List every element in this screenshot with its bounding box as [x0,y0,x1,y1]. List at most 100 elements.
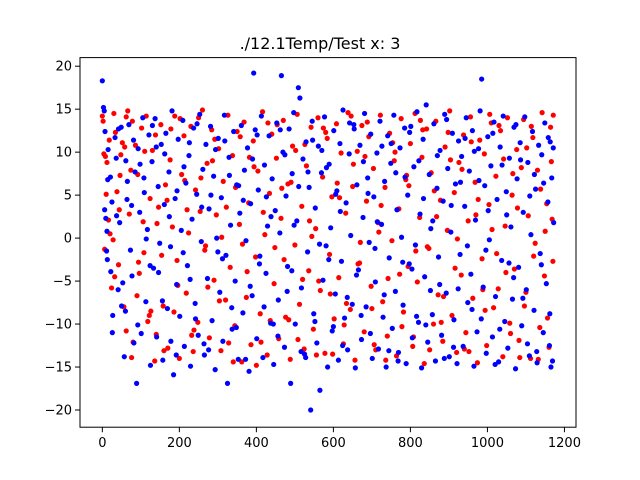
data-point [368,283,374,289]
data-point [477,137,483,143]
data-point [271,281,277,287]
data-point [208,192,214,198]
data-point [443,290,449,296]
data-point [104,228,110,234]
data-point [166,214,172,220]
data-point [502,318,508,325]
data-point [467,114,474,120]
data-point [545,134,551,141]
data-point [501,156,507,162]
data-point [323,243,329,249]
data-point [468,271,474,277]
data-point [229,326,235,332]
data-point [486,237,492,243]
data-point [161,201,167,208]
data-point [306,184,312,190]
data-point [471,148,477,154]
data-point [418,365,425,371]
data-point [173,352,179,358]
data-point [537,324,543,331]
data-point [162,151,168,157]
data-point [444,116,450,123]
data-point [166,169,172,175]
data-point [200,166,206,172]
data-point [227,222,234,228]
data-point [499,162,505,168]
data-point [377,118,383,124]
data-point [322,350,328,356]
data-point [435,254,442,260]
data-point [425,339,431,345]
data-point [113,155,119,161]
data-point [209,318,215,324]
data-point [137,209,143,215]
data-point [395,358,401,364]
data-point [332,291,338,297]
data-point [120,280,126,286]
data-point [413,313,420,319]
data-point [135,322,141,328]
data-point [350,161,357,167]
data-point [354,182,360,188]
data-point [146,312,152,319]
data-point [274,120,280,126]
data-point [423,102,429,108]
data-point [122,144,128,150]
data-point [474,360,481,366]
data-point [113,213,120,219]
data-point [518,165,524,171]
data-point [514,205,521,211]
data-point [441,355,447,362]
data-point [227,264,233,270]
data-point [355,261,361,267]
data-point [278,73,284,79]
data-point [423,322,429,328]
data-point [162,182,169,188]
data-point [411,164,417,170]
data-point [129,354,135,361]
data-point [238,122,244,129]
data-point [181,133,187,139]
data-point [105,177,111,183]
data-point [222,138,228,144]
data-point [412,242,419,248]
data-point [517,354,523,361]
data-point [455,138,462,144]
data-point [261,304,267,310]
data-point [212,367,218,373]
data-point [447,108,453,114]
data-point [244,269,250,275]
data-point [149,147,155,154]
data-point [231,128,237,135]
data-point [284,263,291,270]
data-point [117,220,123,226]
data-point [288,380,294,386]
data-point [514,146,520,153]
data-point [516,264,522,270]
data-point [488,163,494,169]
y-tick-label: 5 [64,189,72,204]
data-point [341,322,347,328]
data-point [219,234,225,240]
data-point [517,140,523,146]
data-point [538,262,544,268]
data-point [121,354,127,360]
data-point [489,226,495,233]
data-point [477,108,483,114]
data-point [537,186,544,192]
data-point [486,201,492,208]
data-point [99,78,105,84]
data-point [233,324,239,331]
data-point [530,134,536,141]
data-point [174,281,180,288]
data-point [130,137,137,143]
data-point [265,120,271,126]
data-point [406,261,412,267]
data-point [149,122,155,129]
data-point [386,255,392,261]
data-point [526,353,533,359]
data-point [154,220,160,227]
data-point [131,340,137,346]
data-point [454,360,460,367]
